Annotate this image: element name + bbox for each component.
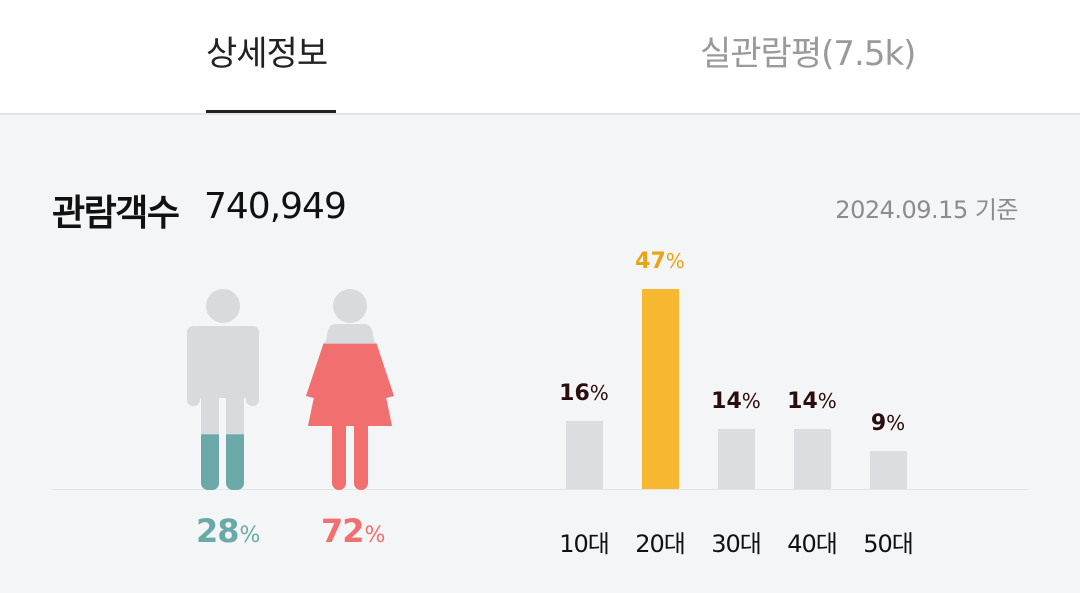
audience-date: 2024.09.15 기준: [835, 196, 1018, 224]
age-category-label: 20대: [635, 530, 686, 558]
female-percentage-unit: %: [364, 523, 386, 548]
active-tab-indicator: [206, 110, 336, 113]
age-bar: [641, 289, 679, 489]
age-bar: [717, 429, 755, 489]
tab-reviews[interactable]: 실관람평(7.5k): [700, 34, 916, 74]
male-percentage-value: 28: [196, 512, 240, 550]
age-bar-value-label: 47%: [635, 249, 685, 274]
age-bar-value-label: 16%: [559, 380, 609, 406]
female-percentage: 72%: [321, 512, 386, 550]
male-percentage-unit: %: [239, 523, 261, 548]
age-bar: [565, 420, 603, 489]
female-figure-icon: [306, 289, 394, 490]
age-bar: [869, 450, 907, 489]
audience-count: 740,949: [204, 186, 347, 227]
age-bar: [793, 429, 831, 489]
age-category-label: 10대: [559, 530, 610, 558]
tab-details[interactable]: 상세정보: [206, 34, 328, 74]
age-bar-value-label: 14%: [711, 389, 761, 415]
tab-bar: 상세정보 실관람평(7.5k): [0, 0, 1080, 115]
age-category-label: 50대: [863, 530, 914, 558]
age-category-label: 30대: [711, 530, 762, 558]
male-figure-icon: [187, 289, 259, 490]
chart-baseline: [52, 489, 1028, 490]
female-percentage-value: 72: [321, 512, 365, 550]
age-bar-value-label: 9%: [870, 410, 906, 436]
audience-title: 관람객수: [52, 193, 180, 234]
male-percentage: 28%: [196, 512, 261, 550]
age-bar-value-label: 14%: [787, 389, 837, 415]
age-category-label: 40대: [787, 530, 838, 558]
